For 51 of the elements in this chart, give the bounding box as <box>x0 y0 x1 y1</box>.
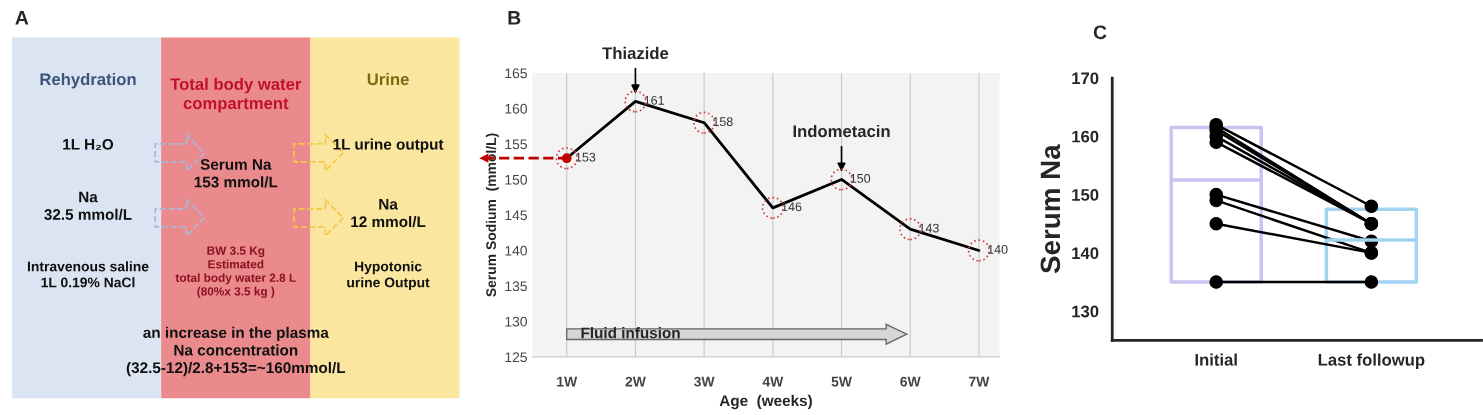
x-tick-label: 1W <box>557 376 578 387</box>
y-tick-label: 170 <box>1072 72 1099 85</box>
x-tick-label: 6W <box>900 376 921 387</box>
x-tick-label: Last followup <box>1318 353 1425 370</box>
x-tick-label: Initial <box>1195 353 1237 366</box>
data-label: 158 <box>713 117 733 127</box>
x-tick-label: 3W <box>694 376 715 387</box>
x-tick-label: 4W <box>762 376 784 387</box>
data-label: 153 <box>575 152 596 162</box>
y-tick-label: 130 <box>1072 305 1099 318</box>
text: Rehydration <box>40 72 136 89</box>
data-label: 140 <box>988 244 1008 254</box>
y-tick-label: 155 <box>505 139 527 150</box>
y-axis-title: Serum Na <box>1040 144 1061 274</box>
y-tick-label: 160 <box>505 103 527 114</box>
x-axis-title: Age (weeks) <box>719 394 812 410</box>
data-label: 161 <box>644 95 664 105</box>
y-axis-title: Serum Sodium (mmol/L) <box>485 133 499 297</box>
y-tick-label: 135 <box>505 281 527 292</box>
text: Na 12 mmol/L <box>351 198 426 228</box>
text: Serum Na 153 mmol/L <box>194 159 278 188</box>
y-tick-label: 165 <box>505 68 527 79</box>
y-tick-label: 140 <box>505 245 527 256</box>
text: BW 3.5 Kg Estimated total body water 2.8 L (80%x 3.5 kg ) <box>175 246 296 298</box>
text: Na 32.5 mmol/L <box>44 191 132 221</box>
data-label: 146 <box>782 202 802 212</box>
annotation: Thiazide <box>602 46 669 60</box>
y-tick-label: 145 <box>505 210 527 221</box>
x-tick-label: 2W <box>625 376 646 387</box>
text: 1L urine output <box>333 138 444 153</box>
y-tick-label: 140 <box>1072 247 1099 260</box>
text: an increase in the plasma Na concentration (32.5-12)/2.8+153=~160mmol/L <box>126 326 346 377</box>
annotation: Fluid infusion <box>581 327 680 339</box>
text: Total body water compartment <box>170 77 302 113</box>
text: Urine <box>367 72 409 86</box>
annotation: Indometacin <box>793 124 890 138</box>
chart-title: B <box>508 11 521 25</box>
y-tick-label: 160 <box>1072 130 1099 143</box>
text: Hypotonic urine Output <box>347 261 430 291</box>
y-tick-label: 150 <box>1072 188 1099 201</box>
chart-title: C <box>1093 25 1107 40</box>
y-tick-label: 130 <box>505 316 527 327</box>
y-tick-label: 125 <box>505 352 527 363</box>
x-tick-label: 7W <box>969 376 990 387</box>
x-tick-label: 5W <box>831 376 852 387</box>
text: 1L H₂O <box>63 138 114 151</box>
text: A <box>15 11 29 25</box>
text: Intravenous saline 1L 0.19% NaCl <box>27 261 149 288</box>
data-label: 143 <box>919 223 939 233</box>
y-tick-label: 150 <box>505 174 527 185</box>
data-label: 150 <box>850 173 871 183</box>
